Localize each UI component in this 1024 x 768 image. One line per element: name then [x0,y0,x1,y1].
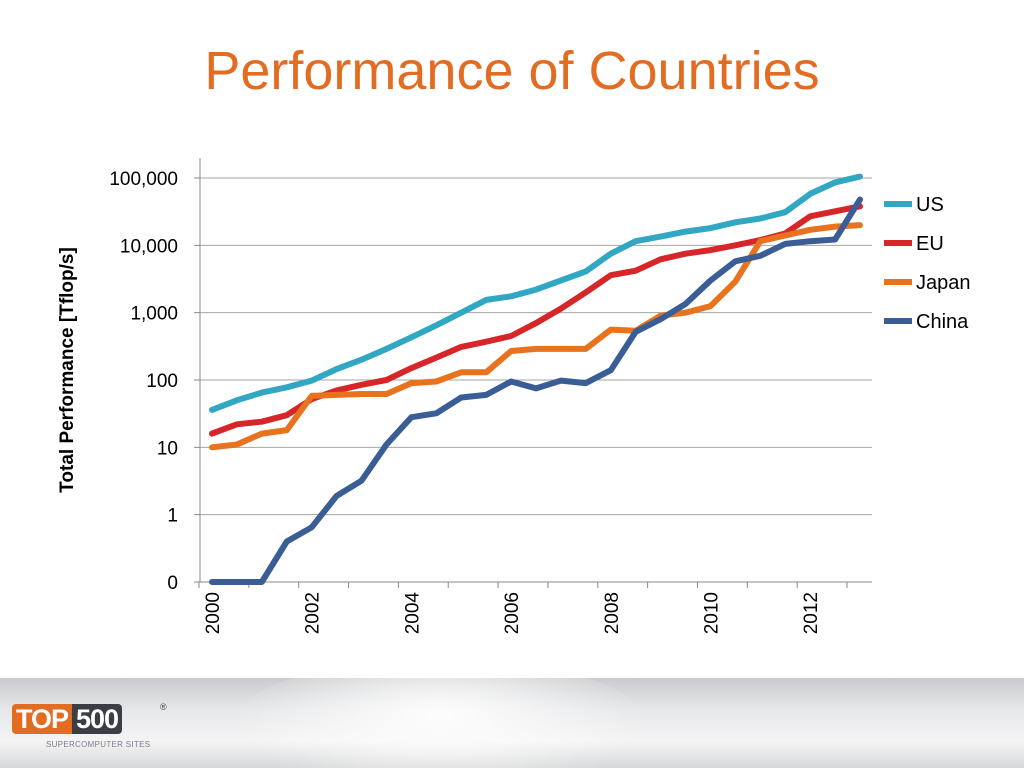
footer-swoosh [230,678,650,768]
y-tick-label: 0 [167,573,178,594]
page-title: Performance of Countries [204,41,820,101]
x-tick-label: 2002 [303,592,324,634]
series-line-japan [209,222,863,451]
y-tick-label: 100,000 [109,169,178,190]
legend-label-us: US [916,194,944,216]
top500-logo: TOP 500 ® SUPERCOMPUTER SITES [12,702,167,754]
x-tick-label: 2000 [203,592,224,634]
y-tick-label: 100 [146,371,178,392]
series-line-china [209,196,863,585]
legend-label-eu: EU [916,233,944,255]
y-tick-label: 1,000 [130,304,178,325]
y-tick-label: 10 [157,438,178,459]
y-axis-label: Total Performance [Tflop/s] [57,247,78,493]
x-tick-label: 2008 [602,592,623,634]
legend: US EU Japan China [884,194,971,333]
y-tick-label: 1 [167,506,178,527]
x-tick-label: 2010 [701,592,722,634]
series-line-us [209,173,863,413]
data-series [209,173,863,585]
x-tick-label: 2012 [801,592,822,634]
logo-registered-mark: ® [160,702,167,712]
x-tick-label: 2006 [502,592,523,634]
footer-band [0,678,1024,768]
y-tick-labels: 0 1 10 100 1,000 10,000 100,000 [109,169,178,594]
logo-wordmark: TOP 500 [12,704,123,734]
axes [194,158,872,588]
y-tick-label: 10,000 [120,236,178,257]
logo-subtitle: SUPERCOMPUTER SITES [46,740,151,749]
x-tick-label: 2004 [402,592,423,635]
x-tick-labels: 2000 2002 2004 2006 2008 2010 2012 [203,592,822,635]
legend-label-japan: Japan [916,272,971,294]
legend-label-china: China [916,311,969,333]
